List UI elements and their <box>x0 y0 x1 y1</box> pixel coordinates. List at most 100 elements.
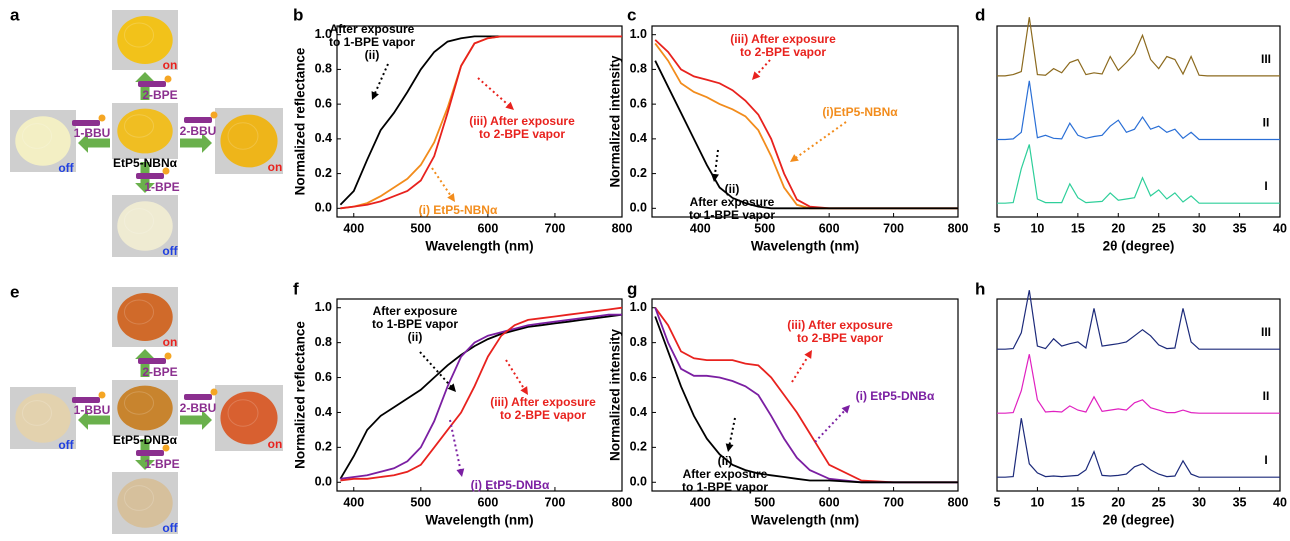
molecule-end <box>98 114 106 122</box>
annotation: After exposure <box>373 304 458 318</box>
pattern-label: II <box>1263 389 1270 403</box>
molecule-end <box>164 352 172 360</box>
molecule-icon <box>72 397 100 403</box>
x-tick-label: 400 <box>343 221 364 235</box>
x-tick-label: 15 <box>1071 495 1085 509</box>
molecule-icon <box>136 450 164 456</box>
pattern-line <box>997 290 1280 350</box>
x-tick-label: 40 <box>1273 221 1287 235</box>
annotation: to 1-BPE vapor <box>329 35 415 49</box>
annotation-arrowhead <box>505 101 514 110</box>
pattern-line <box>997 17 1280 77</box>
annotation: After exposure <box>330 22 415 36</box>
annotation: (ii) <box>718 454 733 468</box>
x-axis-title: Wavelength (nm) <box>751 239 859 254</box>
reagent-label: 2-BPE <box>142 365 177 379</box>
pattern-label: I <box>1264 453 1267 467</box>
x-tick-label: 700 <box>883 221 904 235</box>
y-tick-label: 0.6 <box>630 96 647 110</box>
reaction-arrow <box>78 410 110 430</box>
powder-highlight <box>227 122 259 150</box>
y-tick-label: 0.2 <box>315 440 332 454</box>
panel-label: b <box>293 5 303 24</box>
x-tick-label: 600 <box>477 495 498 509</box>
powder-highlight <box>123 22 155 48</box>
annotation-arrowhead <box>447 193 455 202</box>
y-tick-label: 0.2 <box>630 166 647 180</box>
center-label: EtP5-DNBα <box>113 433 178 447</box>
pattern-label: I <box>1264 179 1267 193</box>
pattern-line <box>997 418 1280 478</box>
reagent-label: 1-BPE <box>144 180 179 194</box>
x-tick-label: 30 <box>1192 221 1206 235</box>
state-label: on <box>163 335 178 349</box>
state-label: off <box>58 161 74 175</box>
plot-frame <box>336 25 623 218</box>
y-axis-title: Normalized reflectance <box>293 47 308 195</box>
annotation-arrowhead <box>752 71 761 80</box>
annotation: to 2-BPE vapor <box>740 45 826 59</box>
y-tick-label: 0.6 <box>315 370 332 384</box>
powder-highlight <box>123 485 155 511</box>
reaction-arrow <box>180 133 212 153</box>
y-tick-label: 0.4 <box>315 131 332 145</box>
molecule-icon <box>136 173 164 179</box>
annotation: (iii) After exposure <box>490 395 596 409</box>
state-label: off <box>162 244 178 258</box>
powder-highlight <box>21 400 53 426</box>
x-tick-label: 600 <box>819 495 840 509</box>
annotation: to 1-BPE vapor <box>372 317 458 331</box>
annotation: to 2-BPE vapor <box>479 127 565 141</box>
y-tick-label: 0.0 <box>630 201 647 215</box>
reaction-arrow <box>180 410 212 430</box>
panel-label: g <box>627 279 637 298</box>
y-tick-label: 0.6 <box>630 370 647 384</box>
x-tick-label: 10 <box>1030 221 1044 235</box>
plot-frame <box>651 298 959 492</box>
data-line <box>654 42 958 210</box>
annotation-arrow <box>755 59 771 77</box>
y-tick-label: 1.0 <box>315 300 332 314</box>
x-tick-label: 25 <box>1152 221 1166 235</box>
annotation-arrow <box>431 167 453 198</box>
annotation-arrowhead <box>371 91 379 100</box>
state-label: on <box>268 160 283 174</box>
pattern-label: II <box>1263 116 1270 130</box>
reagent-label: 1-BPE <box>144 457 179 471</box>
x-tick-label: 500 <box>410 495 431 509</box>
molecule-icon <box>138 81 166 87</box>
state-label: off <box>162 521 178 535</box>
x-tick-label: 25 <box>1152 495 1166 509</box>
x-tick-label: 800 <box>948 495 969 509</box>
annotation-arrow <box>477 77 511 107</box>
annotation-arrow <box>419 351 453 389</box>
annotation-arrowhead <box>725 443 734 452</box>
plot-frame <box>996 298 1281 492</box>
annotation: to 2-BPE vapor <box>500 408 586 422</box>
reagent-label: 2-BBU <box>180 401 217 415</box>
annotation: (iii) After exposure <box>730 32 836 46</box>
y-tick-label: 1.0 <box>630 300 647 314</box>
y-tick-label: 0.4 <box>630 405 647 419</box>
x-tick-label: 500 <box>410 221 431 235</box>
y-axis-title: Normalized intensity <box>608 328 623 461</box>
x-tick-label: 600 <box>477 221 498 235</box>
reaction-arrow <box>78 133 110 153</box>
y-tick-label: 0.8 <box>315 335 332 349</box>
pattern-line <box>997 144 1280 204</box>
x-tick-label: 20 <box>1111 495 1125 509</box>
x-tick-label: 15 <box>1071 221 1085 235</box>
plot-frame <box>336 298 623 492</box>
x-axis-title: 2θ (degree) <box>1103 239 1175 254</box>
y-tick-label: 0.0 <box>630 475 647 489</box>
data-line <box>340 35 622 210</box>
data-line <box>654 39 958 210</box>
pattern-label: III <box>1261 325 1271 339</box>
x-tick-label: 10 <box>1030 495 1044 509</box>
annotation: to 1-BPE vapor <box>682 480 768 494</box>
x-tick-label: 35 <box>1233 221 1247 235</box>
powder-highlight <box>123 391 155 415</box>
molecule-icon <box>138 358 166 364</box>
annotation-arrowhead <box>520 386 528 395</box>
